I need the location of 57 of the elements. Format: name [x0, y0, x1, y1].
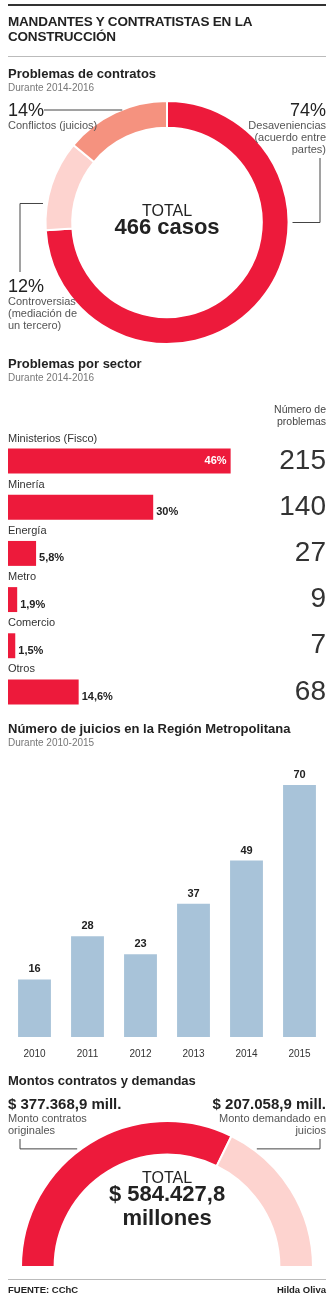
slice-label: Monto contratos originales — [8, 1112, 88, 1136]
text: 7 — [310, 628, 326, 660]
y-tick-label: Comercio — [8, 616, 56, 629]
data-label: 14% — [8, 100, 45, 120]
slice-label: Controversias (mediación de un tercero) — [8, 295, 78, 331]
x-tick-label: 2010 — [23, 1047, 47, 1059]
text: MANDANTES Y CONTRATISTAS EN LA CONSTRUCCIÓN — [8, 4, 326, 57]
slice-label: Monto demandado en juicios — [218, 1112, 327, 1136]
data-label: $ 377.368,9 mill. — [8, 1095, 122, 1112]
text: Hilda Oliva — [276, 1284, 326, 1295]
chart-subtitle: Durante 2010-2015 — [8, 737, 95, 748]
text: 215 — [279, 443, 326, 475]
y-tick-label: Energía — [8, 523, 48, 536]
slice-label: Desaveniencias (acuerdo entre partes) — [248, 119, 327, 155]
data-label: 12% — [8, 276, 45, 296]
bar — [18, 979, 51, 1037]
chart-title: Número de juicios en la Región Metropolitana — [8, 721, 291, 736]
text: 68 — [294, 674, 326, 706]
data-label: 49 — [240, 843, 253, 856]
chart-subtitle: Durante 2014-2016 — [8, 372, 95, 383]
data-label: 74% — [289, 100, 326, 120]
x-tick-label: 2012 — [129, 1047, 153, 1059]
source-note: FUENTE: CChC — [8, 1284, 79, 1295]
data-label: 14,6% — [81, 689, 114, 702]
text: 9 — [310, 582, 326, 614]
x-tick-label: 2014 — [235, 1047, 259, 1059]
data-label: 16 — [28, 962, 41, 975]
data-label: 30% — [156, 505, 179, 518]
chart-title: Problemas de contratos — [8, 66, 157, 81]
data-label: 37 — [187, 886, 200, 899]
y-tick-label: Otros — [8, 662, 36, 675]
bar — [124, 954, 157, 1037]
bar — [283, 785, 316, 1037]
data-label: 46% — [204, 454, 227, 467]
y-tick-label: Minería — [8, 477, 46, 490]
text: 140 — [279, 489, 326, 521]
chart-title: Montos contratos y demandas — [8, 1073, 196, 1088]
slice-label: Conflictos (juicios) — [8, 119, 98, 131]
x-tick-label: 2013 — [182, 1047, 206, 1059]
y-tick-label: Metro — [8, 570, 37, 583]
chart-title: Problemas por sector — [8, 356, 142, 371]
data-label: 1,9% — [20, 597, 46, 610]
text: Número de problemas — [274, 402, 327, 427]
data-label: 70 — [293, 768, 306, 781]
chart-subtitle: Durante 2014-2016 — [8, 82, 95, 93]
text: 27 — [294, 536, 326, 568]
bar — [230, 860, 263, 1037]
data-label: 28 — [81, 919, 94, 932]
data-label: 1,5% — [18, 643, 44, 656]
x-tick-label: 2011 — [76, 1047, 99, 1059]
bar — [177, 903, 210, 1037]
y-tick-label: Ministerios (Fisco) — [8, 431, 98, 444]
data-label: 5,8% — [39, 551, 65, 564]
data-label: 23 — [134, 937, 147, 950]
bar — [71, 936, 104, 1037]
data-label: $ 207.058,9 mill. — [212, 1095, 326, 1112]
x-tick-label: 2015 — [288, 1047, 312, 1059]
